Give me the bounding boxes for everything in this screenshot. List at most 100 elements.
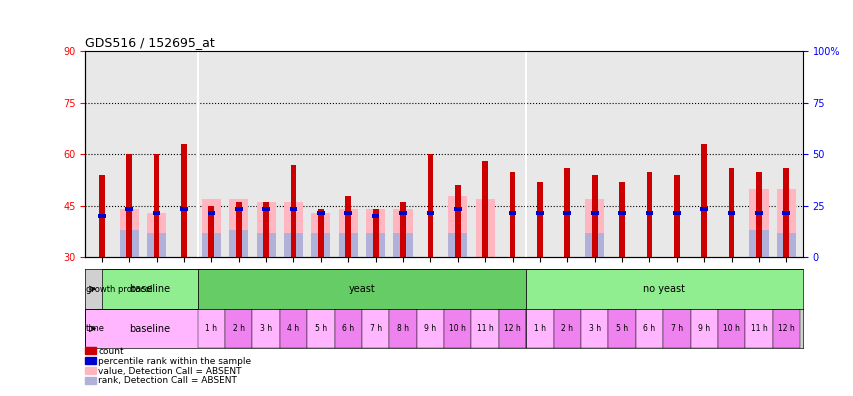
Bar xyxy=(754,211,762,215)
Text: 1 h: 1 h xyxy=(205,324,218,333)
Bar xyxy=(393,233,412,257)
Bar xyxy=(781,211,789,215)
Bar xyxy=(426,211,433,215)
FancyBboxPatch shape xyxy=(717,309,745,348)
Bar xyxy=(119,209,139,257)
FancyBboxPatch shape xyxy=(444,309,471,348)
FancyBboxPatch shape xyxy=(525,309,553,348)
FancyBboxPatch shape xyxy=(225,309,252,348)
Bar xyxy=(147,233,166,257)
Text: 8 h: 8 h xyxy=(397,324,409,333)
Bar xyxy=(153,211,160,215)
Bar xyxy=(366,209,385,257)
Bar xyxy=(283,233,303,257)
Bar xyxy=(398,211,406,215)
Text: 5 h: 5 h xyxy=(615,324,627,333)
Text: 9 h: 9 h xyxy=(424,324,436,333)
Bar xyxy=(748,230,768,257)
Text: 12 h: 12 h xyxy=(777,324,794,333)
Bar xyxy=(98,214,106,218)
Bar xyxy=(400,202,405,257)
Bar xyxy=(208,206,214,257)
Bar xyxy=(147,213,166,257)
Bar xyxy=(618,211,625,215)
Text: time: time xyxy=(86,324,105,333)
Text: rank, Detection Call = ABSENT: rank, Detection Call = ABSENT xyxy=(98,377,237,385)
Text: 4 h: 4 h xyxy=(287,324,299,333)
Text: 12 h: 12 h xyxy=(503,324,520,333)
Text: 10 h: 10 h xyxy=(722,324,740,333)
Text: percentile rank within the sample: percentile rank within the sample xyxy=(98,357,251,366)
Text: 2 h: 2 h xyxy=(233,324,245,333)
Bar xyxy=(201,233,221,257)
Text: baseline: baseline xyxy=(129,324,170,334)
Text: 7 h: 7 h xyxy=(369,324,381,333)
Bar xyxy=(646,171,652,257)
Bar xyxy=(290,165,296,257)
FancyBboxPatch shape xyxy=(85,309,197,348)
Bar xyxy=(455,185,460,257)
FancyBboxPatch shape xyxy=(745,309,772,348)
Bar xyxy=(591,175,597,257)
Text: 9 h: 9 h xyxy=(697,324,710,333)
Bar xyxy=(366,233,385,257)
Bar xyxy=(339,209,357,257)
FancyBboxPatch shape xyxy=(280,309,307,348)
Bar xyxy=(584,233,604,257)
FancyBboxPatch shape xyxy=(662,309,690,348)
Bar xyxy=(448,196,467,257)
FancyBboxPatch shape xyxy=(635,309,662,348)
Bar xyxy=(482,161,487,257)
Bar xyxy=(728,168,734,257)
Bar xyxy=(427,154,432,257)
Bar xyxy=(673,175,679,257)
FancyBboxPatch shape xyxy=(553,309,580,348)
Bar xyxy=(256,233,276,257)
Text: 7 h: 7 h xyxy=(670,324,682,333)
Bar xyxy=(699,207,707,211)
Bar xyxy=(154,154,160,257)
Bar xyxy=(262,207,270,211)
Bar xyxy=(372,209,378,257)
FancyBboxPatch shape xyxy=(334,309,362,348)
Bar xyxy=(235,202,241,257)
Bar xyxy=(393,209,412,257)
Bar xyxy=(99,175,105,257)
Bar xyxy=(700,144,706,257)
Bar xyxy=(235,207,242,211)
FancyBboxPatch shape xyxy=(307,309,334,348)
Text: 5 h: 5 h xyxy=(315,324,327,333)
FancyBboxPatch shape xyxy=(252,309,280,348)
Bar xyxy=(776,233,795,257)
Bar xyxy=(119,230,139,257)
FancyBboxPatch shape xyxy=(772,309,799,348)
Bar xyxy=(564,168,570,257)
Bar xyxy=(316,211,324,215)
FancyBboxPatch shape xyxy=(416,309,444,348)
Text: count: count xyxy=(98,347,124,356)
FancyBboxPatch shape xyxy=(102,269,197,309)
FancyBboxPatch shape xyxy=(197,269,525,309)
Text: no yeast: no yeast xyxy=(643,284,685,294)
FancyBboxPatch shape xyxy=(389,309,416,348)
Text: 3 h: 3 h xyxy=(260,324,272,333)
Bar xyxy=(317,209,323,257)
Bar xyxy=(125,207,133,211)
Bar xyxy=(537,182,543,257)
Bar xyxy=(590,211,598,215)
Text: growth protocol: growth protocol xyxy=(86,285,152,293)
Bar xyxy=(345,196,351,257)
Bar xyxy=(448,233,467,257)
FancyBboxPatch shape xyxy=(498,309,525,348)
Bar xyxy=(508,211,516,215)
Text: yeast: yeast xyxy=(348,284,374,294)
FancyBboxPatch shape xyxy=(362,309,389,348)
Bar xyxy=(229,199,248,257)
FancyBboxPatch shape xyxy=(471,309,498,348)
Bar xyxy=(126,154,132,257)
Bar xyxy=(536,211,543,215)
Bar xyxy=(289,207,297,211)
Bar xyxy=(645,211,653,215)
Text: GDS516 / 152695_at: GDS516 / 152695_at xyxy=(85,36,215,49)
Text: 2 h: 2 h xyxy=(560,324,572,333)
